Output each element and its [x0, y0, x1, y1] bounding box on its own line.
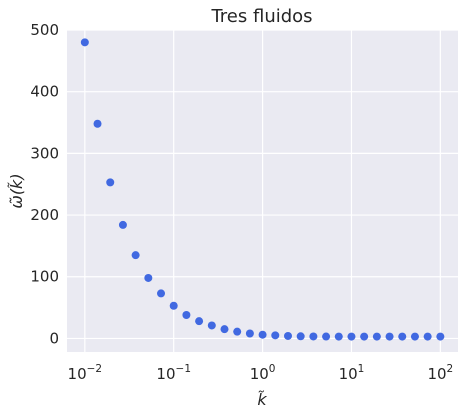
- y-tick-label: 0: [49, 329, 59, 347]
- y-tick-labels: 0 100 200 300 400 500: [30, 21, 59, 347]
- data-point: [182, 310, 191, 319]
- data-point: [360, 332, 369, 341]
- data-point: [80, 38, 89, 47]
- data-point: [106, 178, 115, 187]
- y-tick-label: 300: [30, 144, 59, 162]
- data-point: [144, 273, 153, 282]
- data-point: [309, 332, 318, 341]
- data-point: [131, 251, 140, 260]
- data-point: [322, 332, 331, 341]
- data-point: [220, 325, 229, 334]
- y-tick-label: 100: [30, 268, 59, 286]
- data-point: [283, 331, 292, 340]
- y-tick-label: 200: [30, 206, 59, 224]
- y-tick-label: 400: [30, 83, 59, 101]
- x-tick-label: 100: [250, 363, 276, 383]
- data-point: [398, 332, 407, 341]
- data-point: [372, 332, 381, 341]
- data-point: [436, 332, 445, 341]
- data-point: [296, 332, 305, 341]
- y-axis-label: ω̃(k̃): [7, 173, 26, 208]
- data-point: [93, 119, 102, 128]
- x-axis-label: k̃: [257, 390, 267, 409]
- chart-title: Tres fluidos: [210, 6, 312, 27]
- data-point: [271, 331, 280, 340]
- data-point: [157, 289, 166, 298]
- data-point: [245, 329, 254, 338]
- x-tick-label: 10−2: [68, 363, 103, 383]
- x-tick-labels: 10−2 10−1 100 101 102: [68, 363, 454, 383]
- data-points: [80, 38, 445, 341]
- x-tick-label: 10−1: [156, 363, 191, 383]
- data-point: [207, 321, 216, 330]
- data-point: [423, 332, 432, 341]
- data-point: [118, 220, 127, 229]
- data-point: [195, 317, 204, 326]
- data-point: [258, 330, 267, 339]
- grid: [67, 29, 458, 352]
- data-point: [347, 332, 356, 341]
- data-point: [410, 332, 419, 341]
- data-point: [385, 332, 394, 341]
- data-point: [334, 332, 343, 341]
- data-point: [233, 327, 242, 336]
- x-tick-label: 101: [339, 363, 365, 383]
- y-tick-label: 500: [30, 21, 59, 39]
- data-point: [169, 301, 178, 310]
- x-tick-label: 102: [427, 363, 453, 383]
